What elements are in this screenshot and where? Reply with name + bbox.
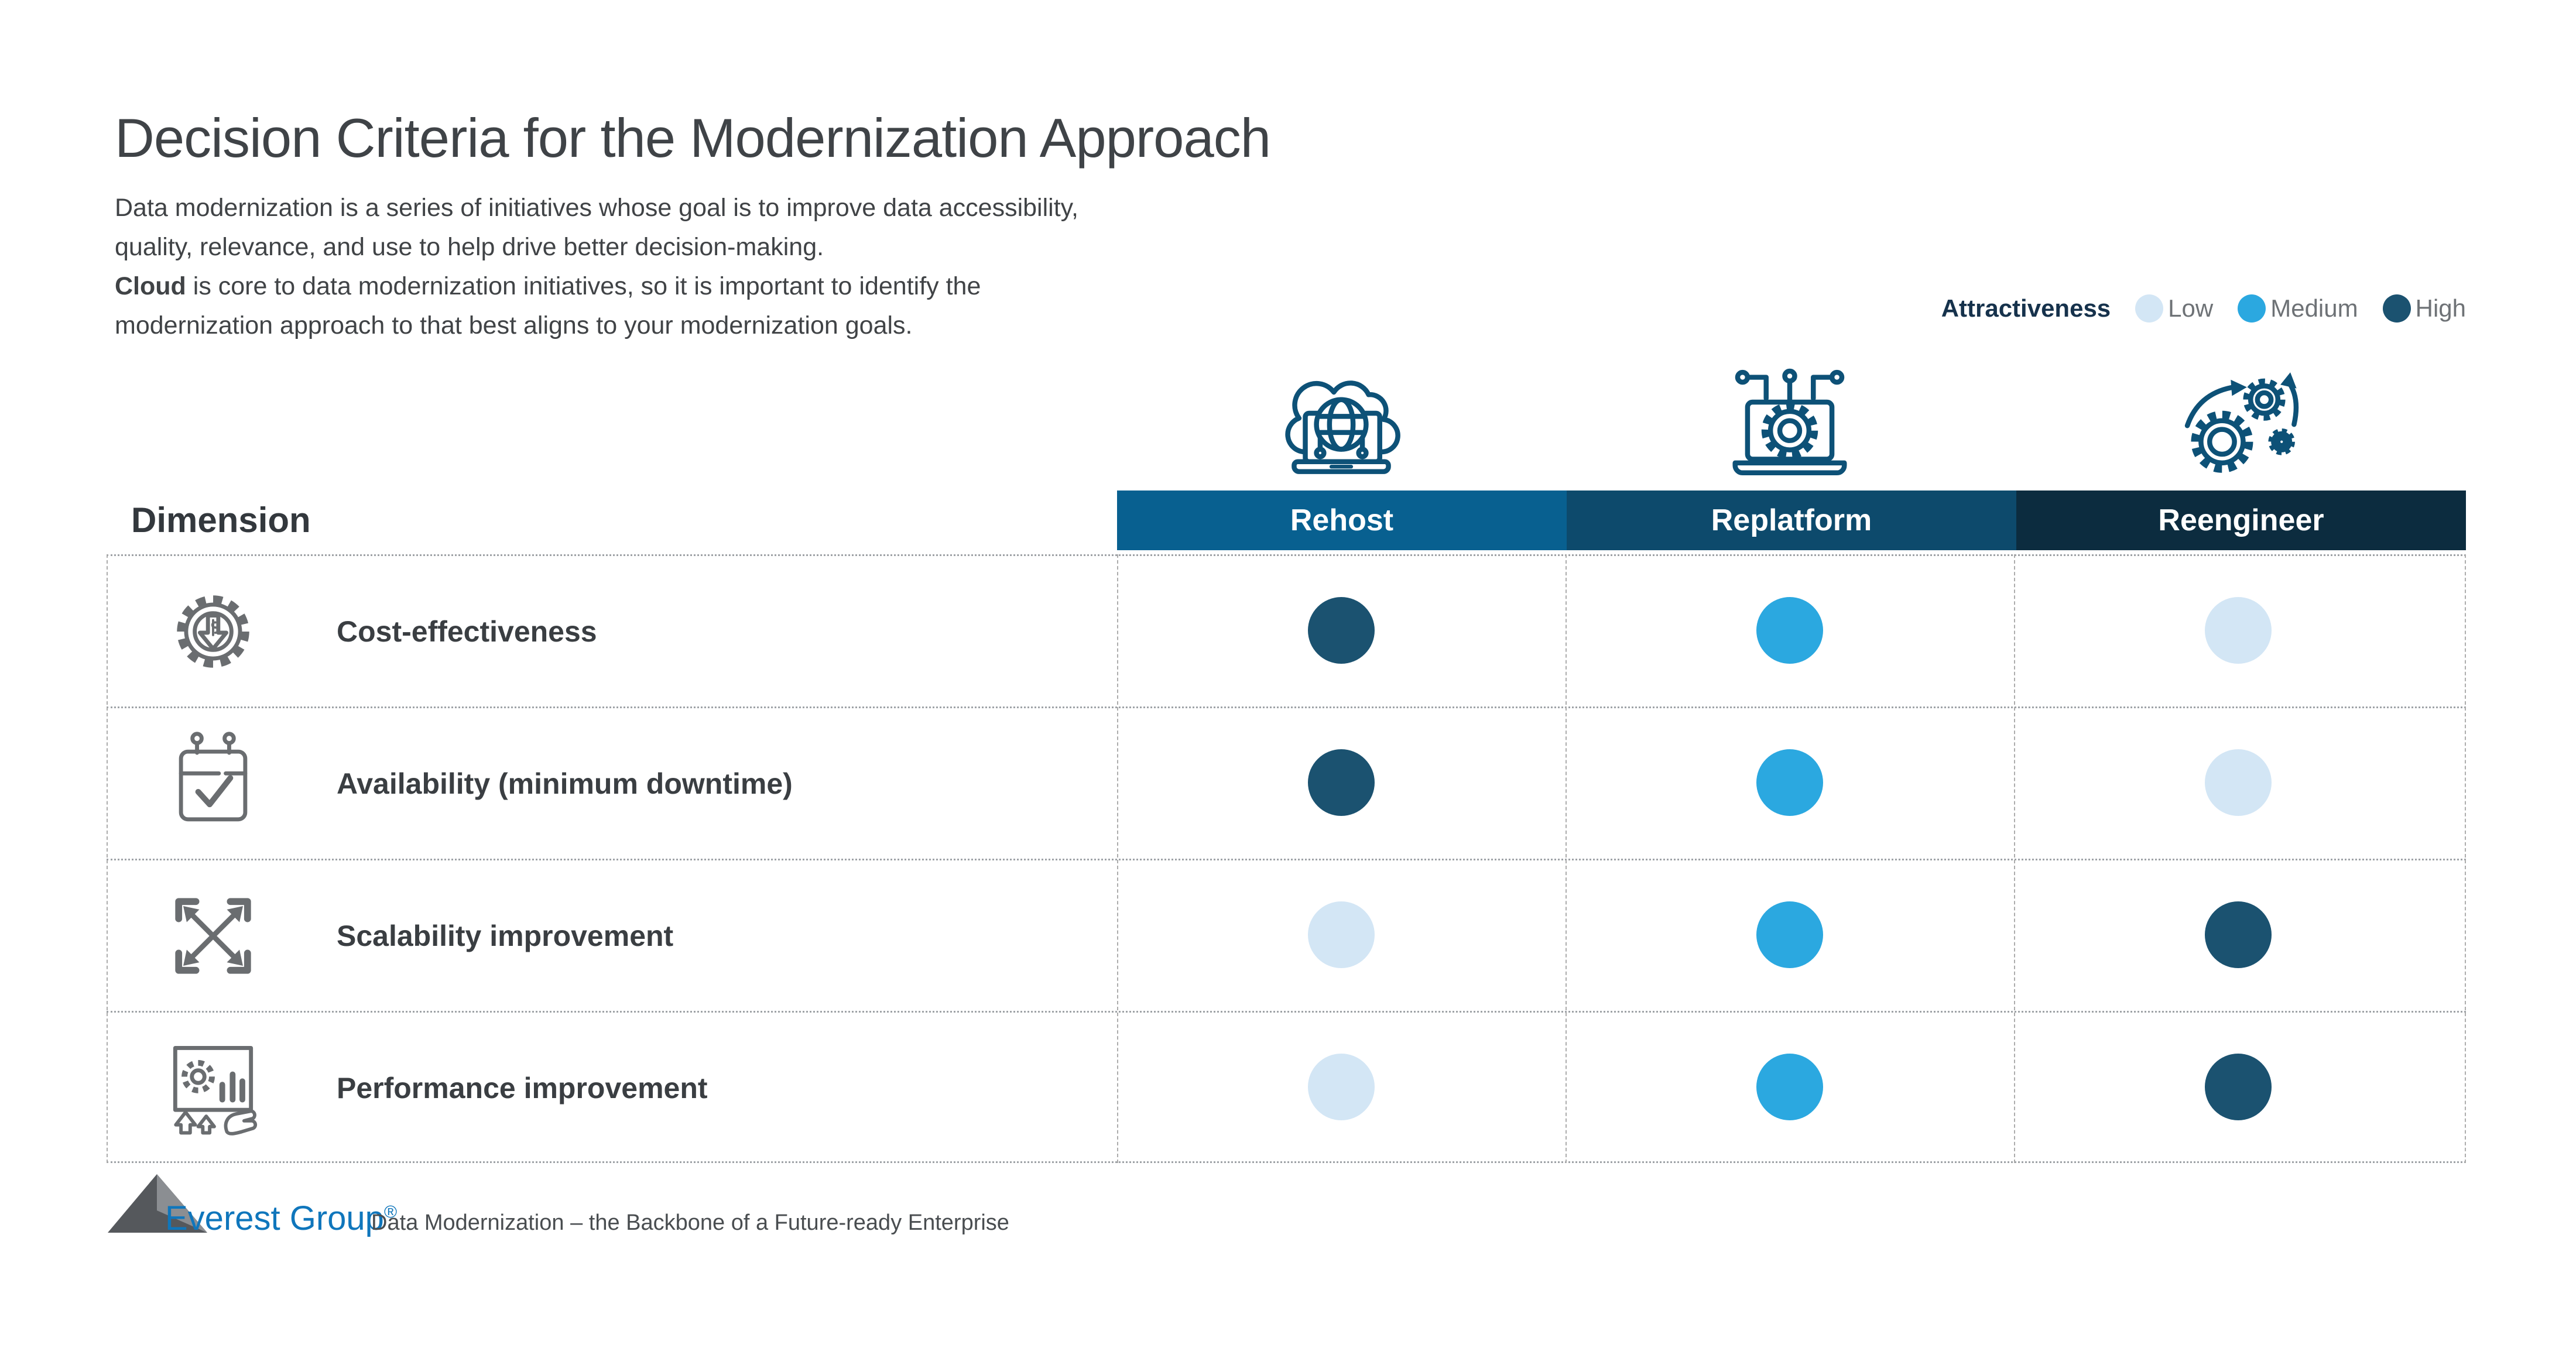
table-row-cost-effectiveness: Cost-effectiveness	[107, 554, 2466, 706]
row-label: Scalability improvement	[337, 919, 674, 952]
legend-label-medium: Medium	[2270, 294, 2358, 322]
table-row-performance: Performance improvement	[107, 1011, 2466, 1163]
row-label: Performance improvement	[337, 1071, 708, 1105]
attractiveness-legend: Attractiveness Low Medium High	[1941, 293, 2466, 324]
rating-dot-low	[1308, 901, 1375, 968]
high-dot-icon	[2382, 294, 2411, 323]
laptop-gear-connectors-icon	[1728, 361, 1852, 486]
table-row-scalability: Scalability improvement	[107, 859, 2466, 1011]
page-title: Decision Criteria for the Modernization …	[115, 107, 1271, 169]
legend-label-high: High	[2415, 294, 2466, 322]
grid-divider-3	[2014, 554, 2015, 1163]
brand-name: Everest Group	[165, 1199, 384, 1237]
grid-left-border	[107, 554, 108, 1163]
cost-gear-dollar-icon	[156, 574, 270, 689]
dimension-column-header: Dimension	[131, 500, 311, 540]
column-header-reengineer: Reengineer	[2016, 491, 2466, 550]
row-label: Cost-effectiveness	[337, 615, 597, 648]
rating-dot-low	[2205, 597, 2272, 664]
calendar-check-icon	[156, 726, 270, 841]
rating-dot-high	[1308, 597, 1375, 664]
intro-paragraph: Data modernization is a series of initia…	[115, 188, 1078, 345]
everest-group-brand: Everest Group®	[165, 1199, 397, 1238]
rating-dot-medium	[1756, 749, 1823, 816]
intro-line-4: modernization approach to that best alig…	[115, 311, 913, 339]
rating-dot-medium	[1756, 1054, 1823, 1120]
decision-matrix: Cost-effectiveness Availability (minimum…	[107, 554, 2466, 1163]
legend-item-high: High	[2382, 294, 2466, 323]
rating-dot-high	[1308, 749, 1375, 816]
grid-divider-2	[1566, 554, 1567, 1163]
column-header-rehost: Rehost	[1117, 491, 1567, 550]
scalability-arrows-icon	[156, 879, 270, 993]
intro-bold-word: Cloud	[115, 272, 186, 300]
registered-trademark: ®	[383, 1202, 398, 1222]
intro-line-3: is core to data modernization initiative…	[186, 272, 981, 300]
legend-title: Attractiveness	[1941, 294, 2111, 322]
rating-dot-high	[2205, 901, 2272, 968]
rating-dot-low	[1308, 1054, 1375, 1120]
row-label: Availability (minimum downtime)	[337, 767, 793, 800]
legend-item-medium: Medium	[2238, 294, 2358, 323]
rating-dot-high	[2205, 1054, 2272, 1120]
approach-header-bar: Rehost Replatform Reengineer	[1117, 491, 2466, 550]
medium-dot-icon	[2238, 294, 2266, 323]
table-row-availability: Availability (minimum downtime)	[107, 706, 2466, 859]
rating-dot-medium	[1756, 597, 1823, 664]
intro-line-2: quality, relevance, and use to help driv…	[115, 233, 824, 261]
column-header-replatform: Replatform	[1567, 491, 2016, 550]
rating-dot-medium	[1756, 901, 1823, 968]
grid-right-border	[2465, 554, 2466, 1163]
gears-transformation-icon	[2176, 361, 2300, 486]
grid-bottom-border	[107, 1161, 2466, 1163]
legend-item-low: Low	[2135, 294, 2213, 323]
rating-dot-low	[2205, 749, 2272, 816]
everest-mountain-logo-icon	[107, 1174, 224, 1233]
legend-label-low: Low	[2168, 294, 2214, 322]
cloud-globe-laptop-icon	[1279, 361, 1403, 486]
grid-divider-1	[1117, 554, 1118, 1163]
performance-monitor-icon	[156, 1031, 270, 1145]
low-dot-icon	[2135, 294, 2164, 323]
report-tagline: Data Modernization – the Backbone of a F…	[371, 1210, 1009, 1235]
intro-line-1: Data modernization is a series of initia…	[115, 194, 1078, 222]
